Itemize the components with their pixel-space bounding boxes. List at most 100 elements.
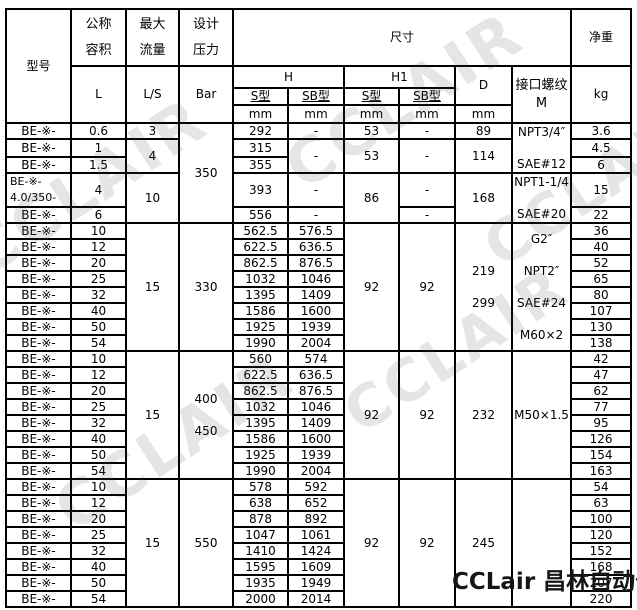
table-cell: 876.5 [287, 254, 345, 272]
table-cell: BE-※- [5, 430, 72, 448]
table-cell: 95 [570, 414, 633, 432]
table-cell: 1600 [287, 302, 345, 320]
table-cell: 53 [343, 122, 400, 140]
table-cell: 622.5 [232, 238, 289, 256]
table-cell: BE-※- [5, 558, 72, 576]
table-cell: 92 [398, 222, 456, 352]
table-cell: 50 [70, 318, 127, 336]
header-nominal-volume: 公称 容积 [70, 8, 127, 67]
table-cell: - [287, 206, 345, 224]
table-row: BE-※- 10 15 330 562.5 576.5 92 92 219 299 G2″ NPT2″… [5, 222, 633, 352]
table-cell: 232 [454, 350, 513, 480]
cell-line [457, 279, 510, 295]
cell-line: M50×1.5 [514, 407, 569, 422]
table-row: BE-※- 12 622.5 636.5 47 [5, 366, 633, 384]
cell-line: 299 [472, 295, 495, 310]
cell-line: 设计 [192, 16, 219, 32]
table-cell: - [287, 122, 345, 140]
table-cell: 47 [570, 366, 633, 384]
cell-line: SAE#24 [517, 295, 566, 310]
cell-line: 最大 [139, 16, 166, 32]
table-cell: 1395 [232, 286, 289, 304]
cell-line: NPT3/4″ [517, 124, 566, 139]
table-cell: BE-※- [5, 462, 72, 480]
table-cell: 89 [454, 122, 513, 140]
table-cell: 114 [454, 138, 513, 174]
table-cell: 355 [232, 156, 289, 174]
table-cell: 2000 [232, 590, 289, 608]
cell-line: 400 [194, 391, 218, 406]
table-cell: 12 [70, 238, 127, 256]
table-cell: 1424 [287, 542, 345, 560]
cell-stack: 最大 流量 [128, 12, 177, 64]
cell-line: BE-※- [10, 175, 42, 189]
header-unit-mm: mm [454, 104, 513, 124]
table-cell: 636.5 [287, 238, 345, 256]
table-cell: 245 [454, 478, 513, 608]
cell-line [514, 279, 569, 295]
table-cell: 15 [125, 350, 180, 480]
header-h1-sb-type: SB型 [398, 87, 456, 106]
cell-line: 压力 [192, 42, 219, 58]
table-cell: 622.5 [232, 366, 289, 384]
table-cell: BE-※- [5, 542, 72, 560]
table-cell: 556 [232, 206, 289, 224]
table-cell: 154 [570, 446, 633, 464]
header-h-sb-type: SB型 [287, 87, 345, 106]
table-cell: 62 [570, 382, 633, 400]
table-cell: 6 [70, 206, 127, 224]
table-cell: BE-※- [5, 318, 72, 336]
table-row: BE-※- 40 1595 1609 168 [5, 558, 633, 576]
cell-line: 流量 [139, 42, 166, 58]
cell-line [514, 311, 569, 327]
thread-cell [510, 478, 573, 608]
cell-line [514, 190, 569, 206]
table-cell: 42 [570, 350, 633, 368]
table-row: BE-※- 54 2000 2014 220 [5, 590, 633, 608]
table-cell: BE-※- [5, 254, 72, 272]
table-cell: 25 [70, 526, 127, 544]
table-cell: BE-※- [5, 574, 72, 592]
header-row: mm mm mm mm mm [6, 104, 631, 124]
table-cell: 6 [570, 156, 633, 174]
table-cell: 92 [398, 350, 456, 480]
table-cell: 1047 [232, 526, 289, 544]
table-row: BE-※- 1.5 355 6 [5, 156, 633, 174]
table-row: BE-※- 6 556- -22 [5, 206, 633, 224]
cell-stack: NPT3/4″ SAE#12 [514, 124, 569, 171]
cell-line: 4.0/350- [10, 191, 57, 205]
table-cell: 652 [287, 494, 345, 512]
table-row: BE-※- 10 15 550 578 592 92 92 245 54 [5, 478, 633, 608]
header-unit-mm: mm [232, 104, 289, 124]
table-cell: 32 [70, 414, 127, 432]
table-cell: 4 [125, 138, 180, 174]
table-row: BE-※- 32 1395 1409 95 [5, 414, 633, 432]
cell-line: NPT2″ [523, 263, 560, 278]
table-cell: 22 [570, 206, 633, 224]
table-cell: BE-※- [5, 526, 72, 544]
header-net-weight: 净重 [570, 8, 633, 67]
table-cell: BE-※- [5, 206, 72, 224]
table-cell: BE-※- [5, 446, 72, 464]
cell-line: M [535, 95, 548, 111]
table-cell: BE-※- [5, 138, 72, 158]
header-port-thread: 接口螺纹 M [510, 65, 573, 124]
table-cell: BE-※- [5, 382, 72, 400]
table-row: BE-※- 12 622.5 636.5 40 [5, 238, 633, 256]
table-cell: 168 [570, 558, 633, 576]
table-cell: 2004 [287, 334, 345, 352]
table-cell: 36 [570, 222, 633, 240]
table-cell: 2014 [287, 590, 345, 608]
table-cell: 562.5 [232, 222, 289, 240]
cell-stack: M50×1.5 [514, 407, 569, 423]
table-cell: 15 [125, 478, 180, 608]
thread-cell: NPT3/4″ SAE#12 [510, 122, 573, 174]
table-cell: BE-※- [5, 238, 72, 256]
table-cell: 52 [570, 254, 633, 272]
header-unit-mm: mm [343, 104, 400, 124]
table-cell: 862.5 [232, 382, 289, 400]
table-cell: 292 [232, 122, 289, 140]
table-cell: 107 [570, 302, 633, 320]
